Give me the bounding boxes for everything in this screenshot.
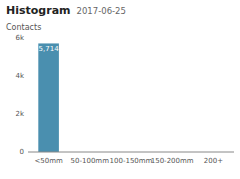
- bar: [38, 43, 59, 152]
- y-tick-label: 6k: [15, 34, 24, 42]
- x-tick-label: 100-150mm: [110, 157, 153, 165]
- title: Histogram: [6, 4, 71, 17]
- y-axis: 0 2k 4k 6k: [15, 34, 24, 156]
- x-tick-label: 150-200mm: [151, 157, 194, 165]
- data-label: 5,714: [39, 45, 60, 53]
- x-tick-label: 50-100mm: [71, 157, 110, 165]
- x-axis-line: [28, 152, 234, 153]
- y-tick-label: 2k: [15, 110, 24, 118]
- y-axis-label: Contacts: [6, 23, 41, 32]
- x-tick-label: 200+: [204, 157, 223, 165]
- y-tick-label: 0: [20, 148, 24, 156]
- data-labels: 5,714: [39, 45, 60, 53]
- x-axis: <50mm 50-100mm100-150mm150-200mm 200+: [34, 157, 223, 165]
- bars: [38, 43, 59, 152]
- y-tick-label: 4k: [15, 72, 24, 80]
- subtitle: 2017-06-25: [77, 6, 126, 16]
- chart-container: Histogram 2017-06-25 Contacts 0 2k 4k 6k <50mm 5…: [0, 0, 240, 179]
- x-tick-label: <50mm: [34, 157, 63, 165]
- chart: Histogram 2017-06-25 Contacts 0 2k 4k 6k <50mm 5…: [0, 0, 240, 179]
